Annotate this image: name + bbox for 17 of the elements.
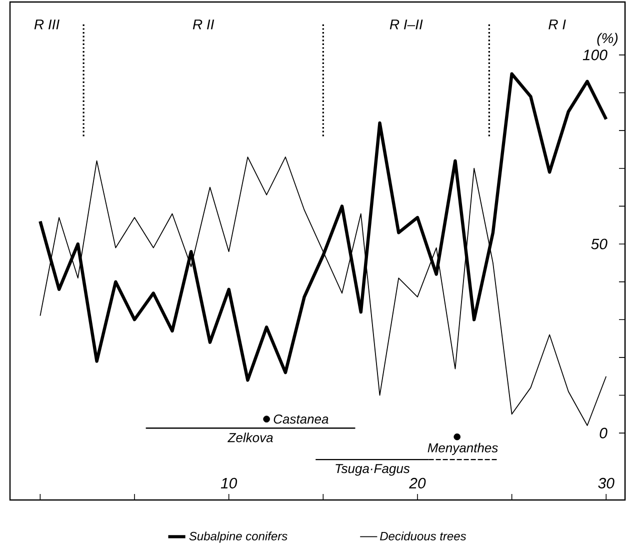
annotation: R II (192, 20, 214, 30)
x-tick-label: 10 (220, 478, 238, 488)
y-tick-label: 100 (582, 50, 608, 60)
legend-label: Deciduous trees (380, 532, 466, 540)
y-tick-label: 0 (600, 428, 608, 438)
x-tick-label: 30 (598, 478, 614, 488)
series-label: Menyanthes (428, 442, 498, 456)
annotation: R I–II (390, 20, 423, 30)
annotation: R III (34, 20, 60, 30)
y-tick-label: 50 (591, 238, 608, 250)
annotation: R I (548, 20, 566, 30)
legend-label: Subalpine conifers (189, 532, 288, 543)
y-axis-title: (%) (597, 32, 618, 46)
series-label: Castanea (274, 414, 328, 424)
series-label: Zelkova (228, 432, 273, 442)
x-tick-label: 20 (409, 478, 426, 488)
series-label: Tsuga·Fagus (336, 464, 410, 476)
